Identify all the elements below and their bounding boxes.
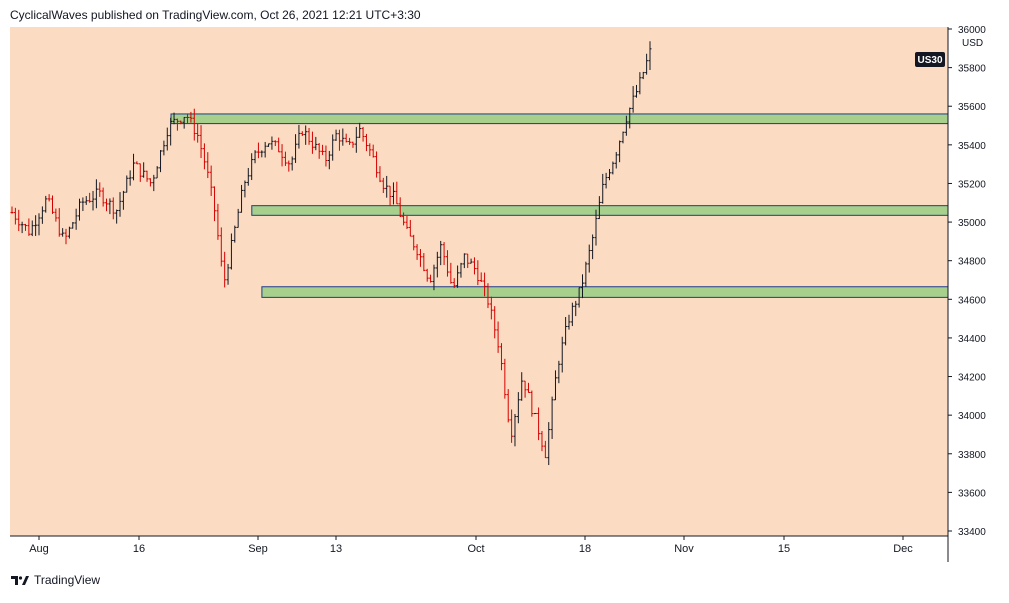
y-tick-label: 34000 [958, 411, 986, 422]
y-tick-label: 35600 [958, 102, 986, 113]
y-tick-label: 35400 [958, 141, 986, 152]
x-axis-ticks: Aug 16 Sep 13 Oct 18 Nov 15 Dec [29, 536, 913, 555]
y-tick-label: 33400 [958, 527, 986, 538]
symbol-badge-label: US30 [917, 55, 942, 66]
plot-background [10, 27, 948, 536]
y-tick-label: 34200 [958, 373, 986, 384]
x-tick-label: 15 [778, 543, 790, 555]
symbol-badge: US30 [915, 52, 945, 67]
zone-2 [251, 205, 949, 216]
x-tick-label: Sep [248, 543, 268, 555]
zone-1 [170, 113, 949, 125]
tradingview-logo-icon [11, 576, 29, 585]
x-tick-label: 18 [579, 543, 591, 555]
y-tick-label: 33800 [958, 450, 986, 461]
zone-3 [261, 286, 949, 298]
y-tick-label: 34600 [958, 295, 986, 306]
x-tick-label: Oct [467, 543, 484, 555]
y-tick-label: 33600 [958, 488, 986, 499]
x-tick-label: Aug [29, 543, 49, 555]
y-tick-label: 34800 [958, 257, 986, 268]
x-tick-label: Nov [674, 543, 694, 555]
tradingview-footer[interactable]: TradingView [10, 572, 100, 588]
candles [10, 41, 652, 466]
tradingview-brand-text: TradingView [34, 573, 101, 587]
y-tick-label: 35800 [958, 64, 986, 75]
y-tick-label: 36000 [958, 25, 986, 36]
y-tick-label: 34400 [958, 334, 986, 345]
x-tick-label: 13 [330, 543, 342, 555]
y-axis-ticks: 36000 35800 35600 35400 35200 35000 34800 34600… [948, 25, 986, 538]
x-tick-label: 16 [133, 543, 145, 555]
publish-header-text: CyclicalWaves published on TradingView.c… [10, 8, 421, 22]
y-tick-label: 35200 [958, 179, 986, 190]
publish-header: CyclicalWaves published on TradingView.c… [10, 8, 421, 22]
x-tick-label: Dec [893, 543, 913, 555]
currency-label: USD [962, 38, 983, 49]
y-tick-label: 35000 [958, 218, 986, 229]
